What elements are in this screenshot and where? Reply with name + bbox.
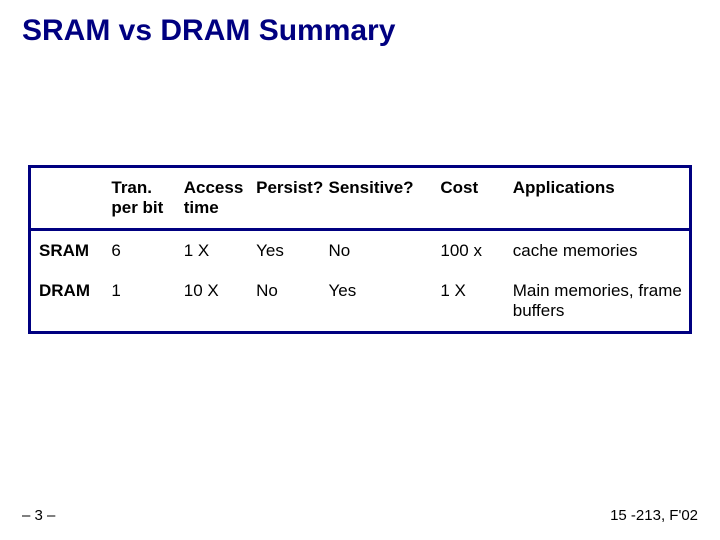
cell-tran: 1	[103, 271, 175, 331]
cell-tran: 6	[103, 230, 175, 272]
cell-apps: cache memories	[505, 230, 689, 272]
slide: SRAM vs DRAM Summary Tran. per bitAccess…	[0, 0, 720, 540]
table-row: DRAM110 XNoYes1 XMain memories, frame bu…	[31, 271, 689, 331]
table-header-row: Tran. per bitAccess timePersist?Sensitiv…	[31, 168, 689, 230]
cell-persist: No	[248, 271, 320, 331]
cell-access: 1 X	[176, 230, 248, 272]
col-header-rowlabel	[31, 168, 103, 230]
cell-rowlabel: SRAM	[31, 230, 103, 272]
cell-rowlabel: DRAM	[31, 271, 103, 331]
cell-apps: Main memories, frame buffers	[505, 271, 689, 331]
col-header-apps: Applications	[505, 168, 689, 230]
col-header-tran: Tran. per bit	[103, 168, 175, 230]
cell-sensitive: Yes	[321, 271, 433, 331]
cell-sensitive: No	[321, 230, 433, 272]
cell-persist: Yes	[248, 230, 320, 272]
page-title: SRAM vs DRAM Summary	[22, 14, 395, 48]
cell-cost: 1 X	[432, 271, 504, 331]
page-number: – 3 –	[22, 507, 55, 524]
col-header-cost: Cost	[432, 168, 504, 230]
col-header-access: Access time	[176, 168, 248, 230]
table: Tran. per bitAccess timePersist?Sensitiv…	[31, 168, 689, 331]
col-header-persist: Persist?	[248, 168, 320, 230]
cell-cost: 100 x	[432, 230, 504, 272]
course-tag: 15 -213, F'02	[610, 507, 698, 524]
table-row: SRAM61 XYesNo100 xcache memories	[31, 230, 689, 272]
col-header-sensitive: Sensitive?	[321, 168, 433, 230]
comparison-table: Tran. per bitAccess timePersist?Sensitiv…	[28, 165, 692, 334]
cell-access: 10 X	[176, 271, 248, 331]
